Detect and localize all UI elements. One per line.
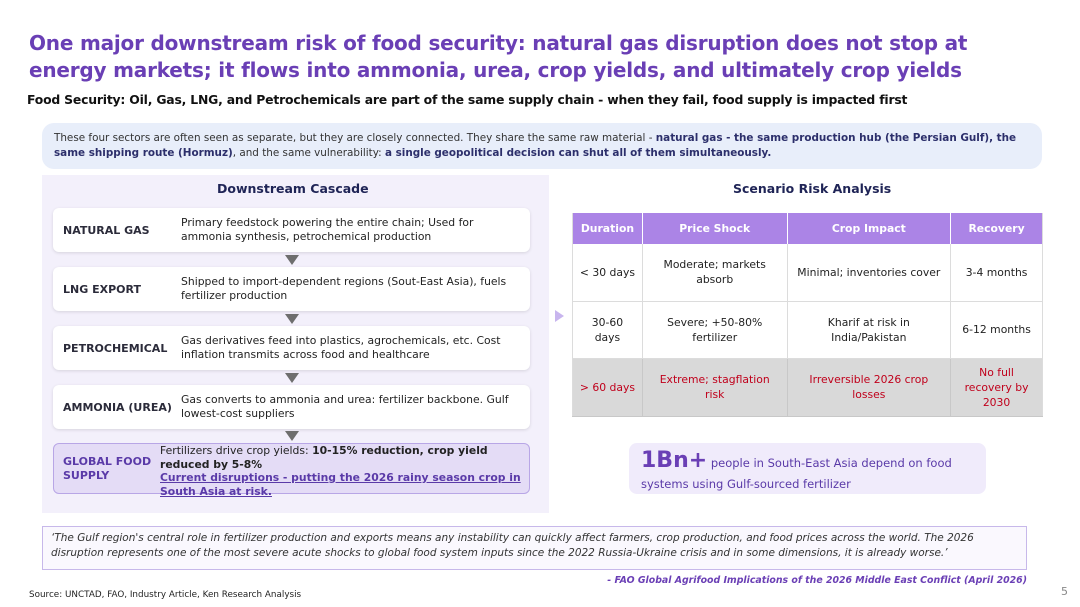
cascade-item-global-food-supply: GLOBAL FOOD SUPPLY Fertilizers drive cro… — [53, 443, 530, 498]
page-subtitle: Food Security: Oil, Gas, LNG, and Petroc… — [27, 92, 908, 107]
cascade-item-petrochemical: PETROCHEMICAL Gas derivatives feed into … — [53, 326, 530, 370]
table-cell: 3-4 months — [950, 244, 1043, 302]
down-arrow-icon — [285, 314, 299, 324]
table-cell: 6-12 months — [950, 301, 1043, 359]
scenario-heading: Scenario Risk Analysis — [733, 181, 892, 196]
cascade-item-lng-export: LNG EXPORT Shipped to import-dependent r… — [53, 267, 530, 311]
table-header-row: Duration Price Shock Crop Impact Recover… — [572, 213, 1043, 244]
table-cell: Kharif at risk in India/Pakistan — [787, 301, 952, 359]
quote-box: ‘The Gulf region's central role in ferti… — [42, 526, 1027, 570]
column-header-crop-impact: Crop Impact — [787, 213, 952, 244]
table-cell: Minimal; inventories cover — [787, 244, 952, 302]
cascade-final-label: GLOBAL FOOD SUPPLY — [63, 454, 152, 482]
quote-attribution: - FAO Global Agrifood Implications of th… — [607, 575, 1027, 586]
cascade-final-desc-plain: Fertilizers drive crop yields: — [160, 444, 313, 457]
table-cell: 30-60 days — [572, 301, 643, 359]
cascade-final-desc-underline: Current disruptions - putting the 2026 r… — [160, 471, 521, 498]
down-arrow-icon — [285, 373, 299, 383]
intro-bold-a: natural gas - the same production hub (t… — [54, 132, 1017, 159]
cascade-item-desc: Gas converts to ammonia and urea: fertil… — [181, 393, 509, 420]
down-arrow-icon — [285, 431, 299, 441]
cascade-item-desc: Gas derivatives feed into plastics, agro… — [181, 334, 501, 361]
table-row: < 30 days Moderate; markets absorb Minim… — [572, 244, 1043, 302]
cascade-item-label: AMMONIA (UREA) — [63, 400, 172, 414]
stat-text: people in South-East Asia depend on food… — [641, 456, 952, 491]
down-arrow-icon — [285, 255, 299, 265]
column-header-price-shock: Price Shock — [642, 213, 788, 244]
intro-bold-b: a single geopolitical decision can shut … — [384, 147, 772, 159]
source-note: Source: UNCTAD, FAO, Industry Article, K… — [29, 590, 302, 600]
table-cell: < 30 days — [572, 244, 643, 302]
intro-text-b: , and the same vulnerability: — [232, 147, 385, 159]
play-arrow-icon — [555, 310, 564, 322]
cascade-item-ammonia-urea: AMMONIA (UREA) Gas converts to ammonia a… — [53, 385, 530, 429]
cascade-item-desc: Primary feedstock powering the entire ch… — [181, 216, 474, 243]
scenario-risk-table: Duration Price Shock Crop Impact Recover… — [572, 213, 1043, 417]
table-cell: Severe; +50-80% fertilizer — [642, 301, 788, 359]
column-header-duration: Duration — [572, 213, 643, 244]
cascade-final-desc-bold: 10-15% reduction, crop yield reduced by … — [160, 444, 488, 471]
stat-number: 1Bn+ — [641, 448, 708, 473]
page-number: 5 — [1061, 585, 1068, 598]
cascade-item-desc: Shipped to import-dependent regions (Sou… — [181, 275, 507, 302]
cascade-item-label: NATURAL GAS — [63, 223, 150, 237]
intro-callout: These four sectors are often seen as sep… — [42, 123, 1042, 169]
table-row-highlighted: > 60 days Extreme; stagflation risk Irre… — [572, 358, 1043, 417]
cascade-item-natural-gas: NATURAL GAS Primary feedstock powering t… — [53, 208, 530, 252]
intro-text-a: These four sectors are often seen as sep… — [54, 132, 656, 144]
table-row: 30-60 days Severe; +50-80% fertilizer Kh… — [572, 301, 1043, 359]
page-title: One major downstream risk of food securi… — [29, 31, 968, 82]
table-cell: Moderate; markets absorb — [642, 244, 788, 302]
table-cell: Irreversible 2026 crop losses — [787, 358, 952, 417]
cascade-final-desc: Fertilizers drive crop yields: 10-15% re… — [160, 444, 526, 498]
cascade-item-label: LNG EXPORT — [63, 282, 141, 296]
cascade-item-label: PETROCHEMICAL — [63, 341, 168, 355]
table-cell: Extreme; stagflation risk — [642, 358, 788, 417]
cascade-heading: Downstream Cascade — [217, 181, 369, 196]
column-header-recovery: Recovery — [950, 213, 1043, 244]
table-cell: No full recovery by 2030 — [950, 358, 1043, 417]
stat-callout: 1Bn+ people in South-East Asia depend on… — [629, 443, 986, 494]
table-cell: > 60 days — [572, 358, 643, 417]
